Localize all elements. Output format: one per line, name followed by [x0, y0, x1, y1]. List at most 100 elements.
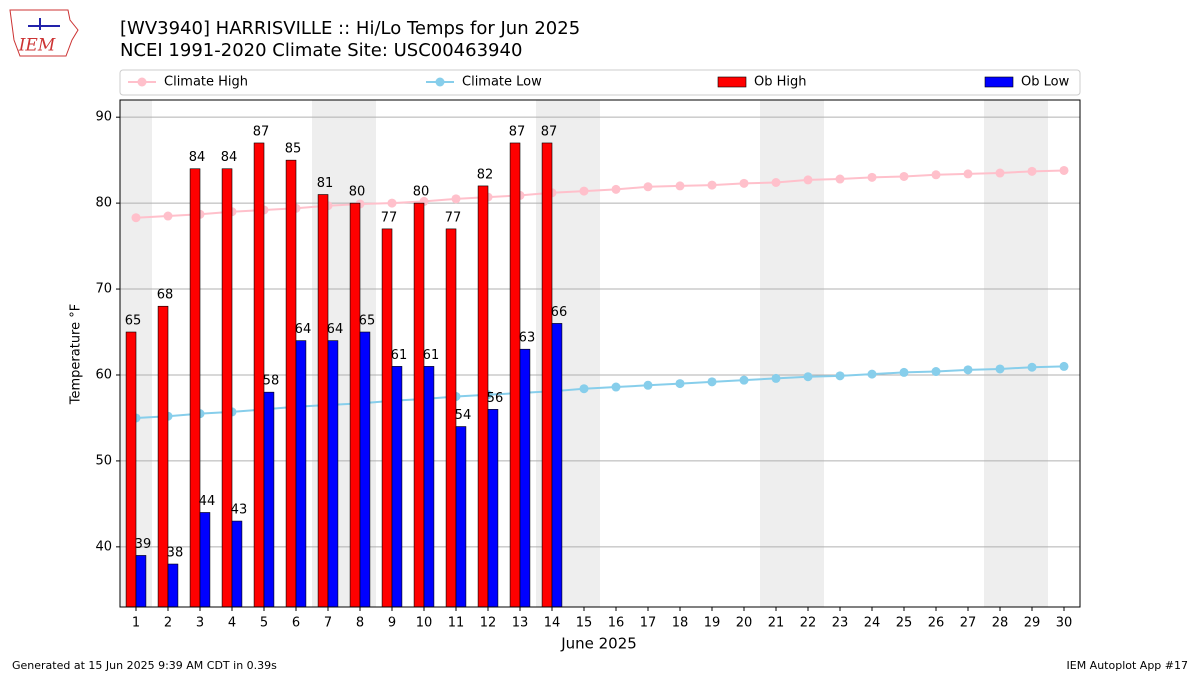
- data-label: 61: [391, 348, 408, 363]
- point: [131, 213, 141, 223]
- plot-frame: [119, 99, 1081, 608]
- bar: [391, 366, 403, 608]
- bar: [199, 512, 211, 608]
- point: [579, 186, 589, 196]
- legend-label: Climate High: [164, 75, 248, 90]
- x-tick-label: 4: [228, 616, 236, 631]
- legend-box: [119, 69, 1081, 96]
- x-tick-label: 19: [704, 616, 721, 631]
- bar: [295, 340, 307, 608]
- point: [1059, 165, 1069, 175]
- data-label: 64: [327, 322, 344, 337]
- point: [675, 181, 685, 191]
- point: [387, 198, 397, 208]
- bar: [221, 168, 233, 608]
- bar: [231, 520, 243, 608]
- x-tick-label: 7: [324, 616, 332, 631]
- weekend-band: [760, 100, 824, 607]
- point: [1027, 362, 1037, 372]
- data-label: 64: [295, 322, 312, 337]
- data-label: 84: [221, 150, 238, 165]
- chart-title: [WV3940] HARRISVILLE :: Hi/Lo Temps for …: [120, 18, 580, 39]
- data-label: 80: [349, 185, 366, 200]
- x-tick-label: 26: [928, 616, 945, 631]
- x-tick-label: 10: [416, 616, 433, 631]
- logo-outline: [9, 9, 79, 57]
- point: [963, 365, 973, 375]
- y-tick-label: 50: [95, 453, 112, 468]
- legend-swatch: [984, 76, 1014, 88]
- data-label: 58: [263, 374, 280, 389]
- point: [835, 174, 845, 184]
- point: [771, 177, 781, 187]
- point: [163, 211, 173, 221]
- bar: [189, 168, 201, 608]
- bar: [135, 555, 147, 608]
- point: [899, 367, 909, 377]
- bar: [381, 228, 393, 608]
- data-label: 77: [381, 210, 398, 225]
- point: [675, 379, 685, 389]
- bar: [423, 366, 435, 608]
- point: [835, 371, 845, 381]
- legend-label: Climate Low: [462, 75, 542, 90]
- logo-text: IEM: [18, 36, 56, 56]
- data-label: 65: [125, 314, 142, 329]
- data-label: 38: [167, 546, 184, 561]
- point: [803, 175, 813, 185]
- data-label: 63: [519, 331, 536, 346]
- x-tick-label: 11: [448, 616, 465, 631]
- data-label: 65: [359, 314, 376, 329]
- legend-swatch: [137, 77, 147, 87]
- footer-right: IEM Autoplot App #17: [1067, 659, 1189, 672]
- logo: IEM: [9, 9, 79, 57]
- data-label: 61: [423, 348, 440, 363]
- data-label: 87: [253, 124, 270, 139]
- weekend-band: [984, 100, 1048, 607]
- point: [643, 182, 653, 192]
- legend-label: Ob Low: [1021, 75, 1070, 90]
- bar: [551, 323, 563, 608]
- y-axis-label: Temperature °F: [69, 304, 84, 405]
- bar: [487, 409, 499, 608]
- data-label: 87: [509, 124, 526, 139]
- point: [739, 178, 749, 188]
- bar: [455, 426, 467, 608]
- point: [931, 170, 941, 180]
- point: [867, 172, 877, 182]
- data-label: 68: [157, 288, 174, 303]
- data-label: 81: [317, 176, 334, 191]
- y-tick-label: 80: [95, 196, 112, 211]
- x-tick-label: 25: [896, 616, 913, 631]
- data-label: 80: [413, 185, 430, 200]
- data-label: 54: [455, 408, 472, 423]
- data-label: 77: [445, 210, 462, 225]
- x-tick-label: 20: [736, 616, 753, 631]
- legend-swatch: [717, 76, 747, 88]
- bar: [349, 202, 361, 608]
- x-tick-label: 22: [800, 616, 817, 631]
- point: [1027, 166, 1037, 176]
- point: [739, 375, 749, 385]
- x-tick-label: 8: [356, 616, 364, 631]
- point: [1059, 361, 1069, 371]
- point: [899, 171, 909, 181]
- x-tick-label: 23: [832, 616, 849, 631]
- bar: [167, 563, 179, 608]
- bar: [285, 159, 297, 608]
- y-tick-label: 60: [95, 367, 112, 382]
- x-tick-label: 13: [512, 616, 529, 631]
- point: [451, 194, 461, 204]
- x-tick-label: 16: [608, 616, 625, 631]
- point: [995, 364, 1005, 374]
- point: [803, 372, 813, 382]
- chart-subtitle: NCEI 1991-2020 Climate Site: USC00463940: [120, 40, 522, 61]
- weekend-shading: [120, 100, 1048, 607]
- bar: [125, 331, 137, 608]
- x-tick-label: 2: [164, 616, 172, 631]
- data-label: 84: [189, 150, 206, 165]
- point: [611, 382, 621, 392]
- data-label: 44: [199, 494, 216, 509]
- point: [931, 367, 941, 377]
- point: [707, 377, 717, 387]
